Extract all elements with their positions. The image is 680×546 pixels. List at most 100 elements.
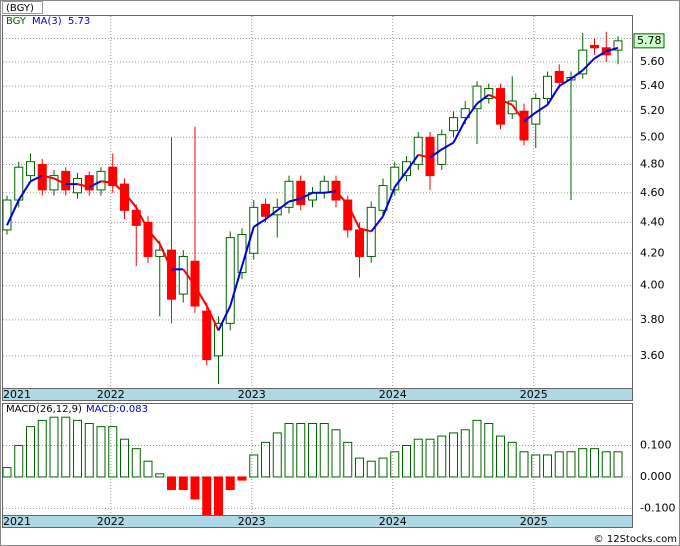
macd-bar xyxy=(202,476,212,516)
candle-body xyxy=(214,322,223,357)
ma-line xyxy=(300,191,313,200)
y-tick-label: 4.00 xyxy=(640,279,665,292)
macd-bar xyxy=(378,457,388,478)
macd-bar xyxy=(543,454,552,478)
candle-body xyxy=(261,203,270,217)
candle-body xyxy=(131,209,141,226)
macd-bar xyxy=(37,419,47,478)
ma-line xyxy=(324,190,337,194)
candle-body xyxy=(578,49,588,75)
ma-line xyxy=(42,174,55,180)
candle-body xyxy=(178,255,188,295)
candle-body xyxy=(343,199,353,231)
candle-body xyxy=(519,110,529,141)
legend-ma-value: 5.73 xyxy=(68,16,90,27)
y-tick-label: 0.100 xyxy=(640,439,672,452)
ma-line xyxy=(476,93,490,105)
macd-bar xyxy=(284,422,294,478)
macd-bar xyxy=(460,429,470,478)
candle-body xyxy=(96,170,106,191)
price-tag-label: 5.78 xyxy=(637,34,662,47)
macd-bar xyxy=(143,460,153,478)
macd-bar xyxy=(331,429,341,478)
ma-line xyxy=(229,265,243,307)
ma-line xyxy=(123,192,138,209)
y-tick-label: 4.20 xyxy=(640,246,665,259)
ma-line xyxy=(570,69,584,80)
macd-bar xyxy=(366,460,376,478)
candle-body xyxy=(2,199,12,231)
y-tick-label: 5.00 xyxy=(640,130,665,143)
candle-body xyxy=(413,136,423,165)
y-tick-label: 4.80 xyxy=(640,157,665,170)
y-tick-label: 5.20 xyxy=(640,104,665,117)
macd-bar xyxy=(308,422,317,478)
ma-line xyxy=(241,226,255,267)
ma-line xyxy=(359,227,372,233)
macd-bar xyxy=(590,448,599,478)
candle-body xyxy=(108,166,118,187)
macd-bar xyxy=(225,476,235,491)
title-box xyxy=(2,1,43,14)
macd-bar xyxy=(190,476,200,500)
ma-line xyxy=(88,180,102,188)
ma-line xyxy=(405,154,420,172)
ma-line xyxy=(77,183,90,188)
ma-line xyxy=(546,85,561,106)
macd-bar xyxy=(519,451,529,478)
candle-body xyxy=(496,88,505,125)
macd-bar xyxy=(496,435,505,478)
price-panel xyxy=(2,15,633,389)
x-tick-label: 2022 xyxy=(97,388,125,401)
x-tick-label: 2021 xyxy=(3,388,31,401)
macd-bar xyxy=(402,445,411,478)
x-tick-label: 2025 xyxy=(520,515,548,528)
chart-title: (BGY) xyxy=(6,3,34,14)
macd-bar xyxy=(167,476,176,491)
ma-line xyxy=(158,243,173,270)
ma-line xyxy=(100,180,113,184)
macd-bar xyxy=(178,476,188,491)
macd-bar xyxy=(272,432,282,478)
ma-line xyxy=(253,218,267,228)
candle-body xyxy=(167,249,176,300)
macd-bar xyxy=(73,419,82,478)
ma-line xyxy=(523,111,537,123)
candle-body xyxy=(61,170,71,191)
ma-line xyxy=(393,170,408,188)
macd-bar xyxy=(155,473,165,478)
macd-bar xyxy=(472,419,482,478)
y-tick-label: 4.40 xyxy=(640,215,665,228)
x-tick-label: 2024 xyxy=(379,515,407,528)
candle-body xyxy=(507,100,517,115)
ma-line xyxy=(182,268,196,287)
ma-line xyxy=(194,285,208,307)
macd-bar xyxy=(578,448,588,478)
ma-line xyxy=(205,305,220,331)
candle-body xyxy=(225,237,235,324)
macd-bar xyxy=(214,476,223,516)
macd-value: MACD:0.083 xyxy=(86,404,148,415)
ma-line xyxy=(429,148,443,159)
ma-line xyxy=(441,141,454,151)
macd-bar xyxy=(14,445,24,478)
macd-bar xyxy=(601,451,611,478)
ma-line xyxy=(30,174,43,183)
ma-line xyxy=(558,77,572,87)
macd-bar xyxy=(437,435,447,478)
macd-bar xyxy=(249,454,259,478)
y-tick-label: 0.000 xyxy=(640,470,672,483)
footer: © 12Stocks.com xyxy=(594,534,677,545)
ma-line xyxy=(217,305,232,331)
year-strip xyxy=(2,515,633,528)
macd-bar xyxy=(484,422,494,478)
macd-bar xyxy=(425,438,435,478)
ma-line xyxy=(511,104,525,123)
macd-bar xyxy=(131,448,141,478)
macd-bar xyxy=(261,441,270,478)
macd-bar xyxy=(2,467,12,478)
candle-body xyxy=(26,161,35,177)
x-tick-label: 2022 xyxy=(97,515,125,528)
x-tick-label: 2025 xyxy=(520,388,548,401)
